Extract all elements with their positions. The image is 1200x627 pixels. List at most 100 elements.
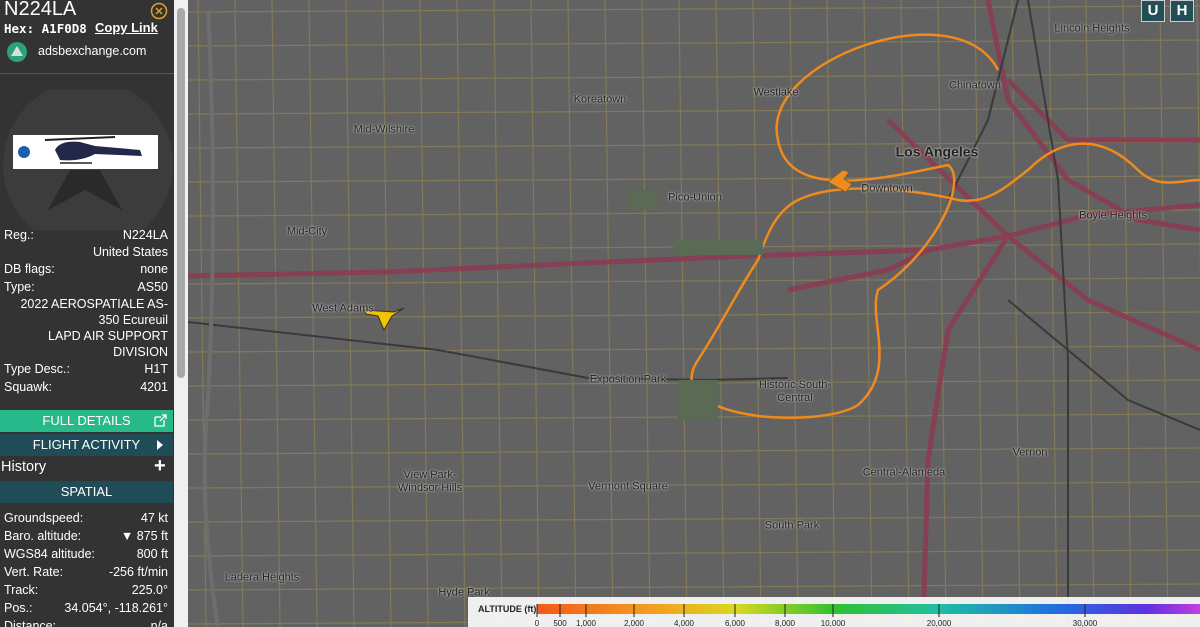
street bbox=[308, 0, 318, 627]
place-label: Downtown bbox=[861, 182, 913, 195]
street bbox=[1122, 0, 1132, 627]
place-label: Mid-City bbox=[286, 225, 328, 238]
flight-activity-button[interactable]: FLIGHT ACTIVITY bbox=[0, 434, 173, 456]
street bbox=[345, 0, 355, 627]
street bbox=[715, 0, 725, 627]
scrollbar[interactable] bbox=[174, 0, 188, 627]
info-value: none bbox=[140, 262, 168, 276]
info-label: Type: bbox=[4, 280, 35, 294]
info-label: Vert. Rate: bbox=[4, 565, 64, 579]
street bbox=[188, 141, 1200, 149]
place-label: Boyle Heights bbox=[1079, 209, 1147, 222]
info-row: Baro. altitude: ▼ 875 ft bbox=[0, 527, 174, 545]
info-row: Vert. Rate: -256 ft/min bbox=[0, 563, 174, 581]
place-label: Hyde Park bbox=[438, 586, 490, 599]
info-row: DB flags: none bbox=[0, 260, 174, 278]
legend-tick-label: 500 bbox=[553, 619, 567, 627]
info-value: 47 kt bbox=[140, 511, 168, 525]
info-label: Track: bbox=[4, 583, 39, 597]
info-label: DB flags: bbox=[4, 262, 55, 276]
callsign: N224LA bbox=[4, 0, 77, 20]
map[interactable]: Koreatown Westlake Chinatown Lincoln Height… bbox=[188, 0, 1200, 627]
map-button[interactable]: U bbox=[1141, 0, 1165, 22]
place-label: Ladera Heights bbox=[224, 571, 300, 584]
place-label: Mid-Wilshire bbox=[353, 123, 415, 136]
history-toggle[interactable]: + bbox=[154, 455, 166, 477]
street bbox=[456, 0, 466, 627]
street bbox=[188, 345, 1200, 353]
street bbox=[188, 583, 1200, 591]
info-label: Baro. altitude: bbox=[4, 529, 82, 543]
info-label: Reg.: bbox=[4, 228, 34, 242]
info-label: Pos.: bbox=[4, 601, 33, 615]
street bbox=[188, 73, 1200, 81]
info-row: Track: 225.0° bbox=[0, 581, 174, 599]
info-row: Groundspeed: 47 kt bbox=[0, 509, 174, 527]
street bbox=[1048, 0, 1058, 627]
place-label: Koreatown bbox=[573, 93, 627, 106]
place-label: Pico-Union bbox=[668, 191, 722, 204]
legend-tick-label: 4,000 bbox=[674, 619, 695, 627]
legend-tick-label: 2,000 bbox=[624, 619, 645, 627]
street bbox=[567, 0, 577, 627]
info-row: Squawk: 4201 bbox=[0, 378, 174, 396]
street bbox=[188, 311, 1200, 319]
info-value: United States bbox=[92, 245, 168, 259]
info-value: 4201 bbox=[140, 380, 168, 394]
info-label: Type Desc.: bbox=[4, 362, 70, 376]
street bbox=[188, 209, 1200, 217]
info-value: 225.0° bbox=[131, 583, 168, 597]
place-label: View Park-Windsor Hills bbox=[397, 469, 463, 494]
history-heading[interactable]: History bbox=[1, 459, 47, 475]
street bbox=[604, 0, 614, 627]
legend-tick-label: 1,000 bbox=[576, 619, 597, 627]
info-value: 2022 AEROSPATIALE AS-350 Ecureuil bbox=[20, 297, 168, 327]
full-details-button[interactable]: FULL DETAILS bbox=[0, 410, 173, 432]
info-value: H1T bbox=[144, 362, 168, 376]
place-label: Vernon bbox=[1012, 446, 1048, 459]
street bbox=[789, 0, 799, 627]
street bbox=[1196, 0, 1200, 283]
close-button[interactable] bbox=[150, 2, 168, 20]
legend-tick-label: 10,000 bbox=[821, 619, 846, 627]
map-button[interactable]: H bbox=[1170, 0, 1194, 22]
info-value: 34.054°, -118.261° bbox=[64, 601, 168, 615]
street bbox=[1085, 0, 1095, 627]
place-label: Los Angeles bbox=[895, 143, 979, 160]
info-row: Type: AS50 bbox=[0, 278, 174, 296]
info-row: Reg.: N224LA bbox=[0, 226, 174, 244]
street bbox=[826, 0, 836, 627]
legend-tick-label: 8,000 bbox=[775, 619, 796, 627]
street bbox=[493, 0, 503, 627]
place-label: Central-Alameda bbox=[862, 466, 946, 479]
place-label: Historic South-Central bbox=[758, 379, 832, 404]
copy-link[interactable]: Copy Link bbox=[95, 20, 158, 35]
street bbox=[641, 0, 651, 627]
street bbox=[188, 549, 1200, 557]
spatial-header: SPATIAL bbox=[0, 481, 173, 503]
street bbox=[234, 0, 244, 627]
street bbox=[188, 39, 1200, 47]
info-value: 800 ft bbox=[136, 547, 168, 561]
street bbox=[188, 515, 1200, 523]
info-row: Pos.: 34.054°, -118.261° bbox=[0, 599, 174, 617]
hex-label: Hex: bbox=[4, 21, 35, 36]
place-label: Vermont Square bbox=[588, 480, 668, 493]
legend-tick-label: 6,000 bbox=[725, 619, 746, 627]
info-label: Squawk: bbox=[4, 380, 52, 394]
legend-tick-label: 30,000 bbox=[1073, 619, 1098, 627]
street bbox=[1159, 0, 1169, 627]
info-value: ▼ 875 ft bbox=[120, 529, 168, 543]
info-value: LAPD AIR SUPPORT DIVISION bbox=[48, 329, 168, 359]
street bbox=[271, 0, 281, 627]
street bbox=[188, 277, 1200, 285]
legend-tick-label: 20,000 bbox=[927, 619, 952, 627]
info-label: WGS84 altitude: bbox=[4, 547, 96, 561]
source-icon bbox=[7, 42, 27, 62]
source[interactable]: adsbexchange.com bbox=[38, 44, 147, 58]
street bbox=[530, 0, 540, 627]
street bbox=[188, 5, 1200, 13]
place-label: Chinatown bbox=[949, 79, 1001, 92]
legend-tick-label: 0 bbox=[535, 619, 540, 627]
